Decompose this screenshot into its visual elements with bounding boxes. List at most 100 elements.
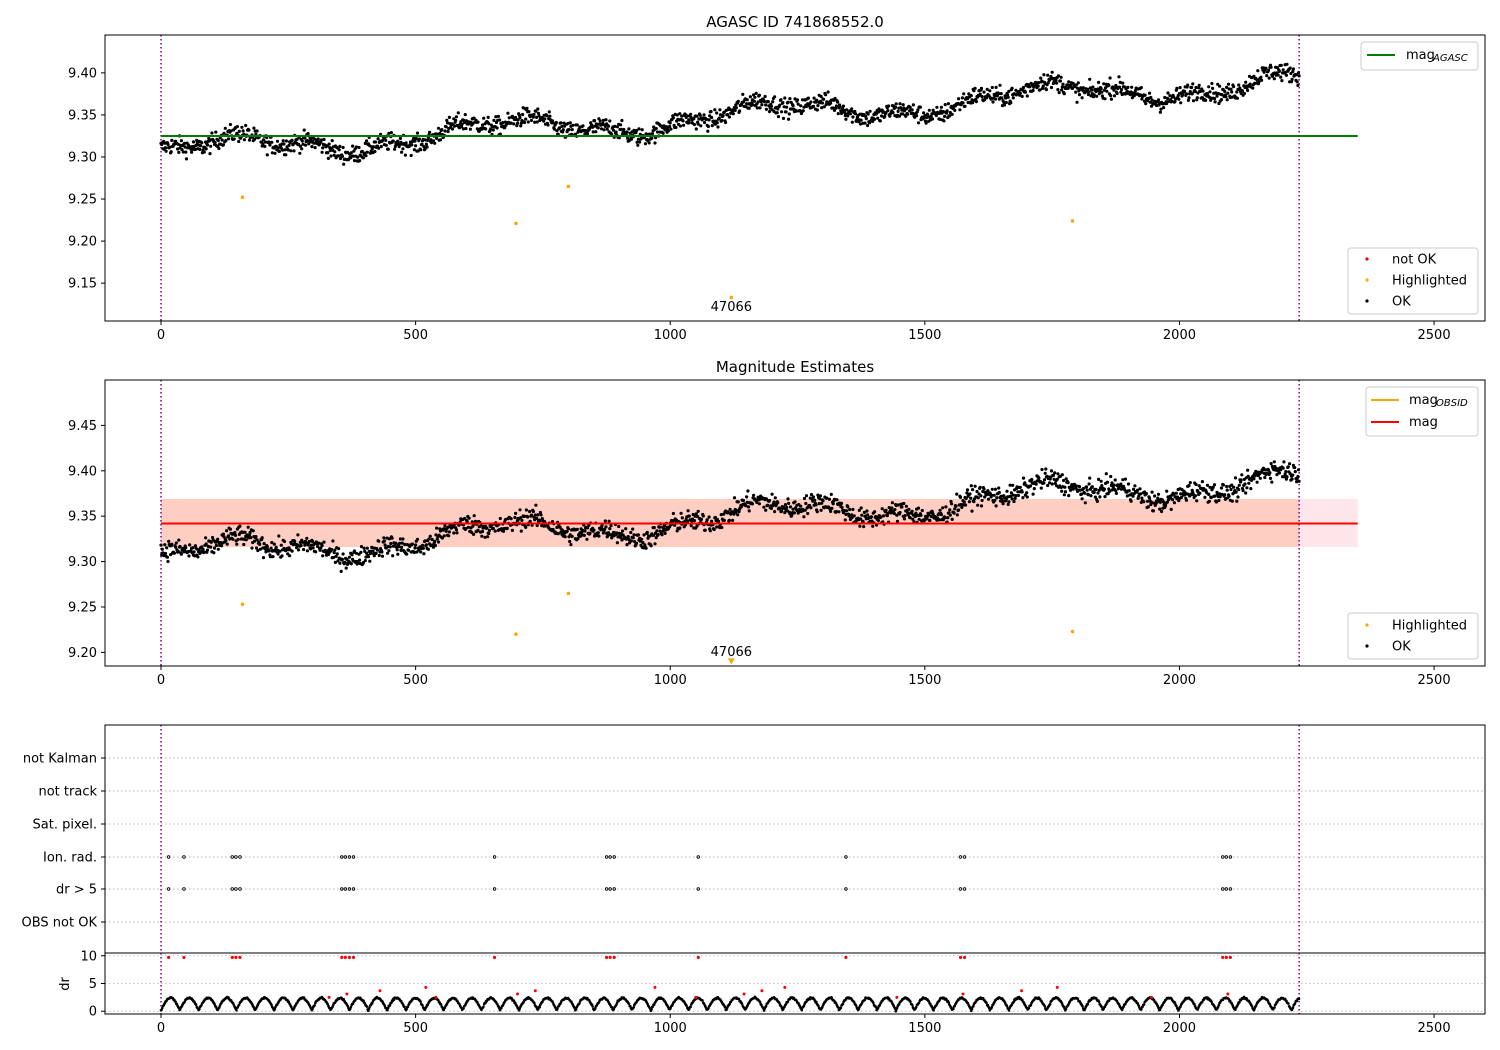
ok-point: [685, 519, 690, 524]
ok-point: [811, 104, 816, 108]
ok-point: [202, 150, 206, 154]
ok-point: [1028, 484, 1033, 488]
ok-point: [1023, 90, 1027, 94]
ok-point: [906, 513, 910, 517]
ok-point: [988, 89, 992, 93]
dr-point: [386, 1008, 389, 1012]
ok-point: [507, 116, 511, 120]
ok-point: [816, 104, 820, 108]
ok-point: [498, 118, 502, 122]
ok-point: [1123, 477, 1127, 481]
ok-point: [393, 144, 397, 149]
ok-point: [772, 500, 776, 504]
ok-point: [804, 494, 809, 498]
ok-point: [873, 117, 877, 121]
highlighted-point: [566, 591, 571, 596]
ok-point: [1225, 98, 1229, 102]
ok-point: [1163, 504, 1168, 508]
ok-point: [399, 548, 403, 553]
ok-point: [1236, 495, 1240, 499]
ok-point: [423, 539, 427, 543]
ok-point: [1208, 485, 1212, 489]
ok-point: [833, 96, 837, 101]
ok-point: [1156, 98, 1161, 102]
dr-point: [512, 999, 516, 1002]
ok-point: [679, 511, 683, 515]
ok-point: [1218, 84, 1222, 88]
ok-point: [1168, 94, 1172, 98]
ok-point: [1005, 489, 1009, 493]
highlighted-points: [240, 591, 1075, 637]
ok-point: [786, 100, 790, 104]
ok-point: [652, 125, 656, 129]
ok-point: [1279, 63, 1283, 67]
ok-point: [997, 486, 1001, 490]
ok-point: [689, 112, 693, 116]
ok-point: [1109, 94, 1113, 98]
ok-point: [436, 540, 441, 544]
ok-point: [764, 508, 768, 512]
ok-point: [216, 547, 220, 551]
ok-point: [1004, 96, 1008, 100]
ok-point: [655, 130, 660, 134]
ok-point: [1225, 488, 1229, 492]
ok-point: [1249, 478, 1253, 482]
ok-point: [487, 528, 492, 533]
dr-point: [386, 1006, 390, 1010]
ok-point: [1056, 74, 1061, 78]
ok-point: [244, 123, 248, 128]
ok-point: [669, 127, 673, 131]
dr-point: [952, 1007, 955, 1010]
ok-point: [1126, 482, 1131, 486]
ok-point: [822, 105, 826, 109]
ok-point: [1257, 80, 1261, 84]
ok-point: [1246, 88, 1250, 93]
ok-point: [738, 109, 742, 113]
ok-point: [629, 539, 634, 543]
ok-point: [720, 525, 724, 530]
ok-point: [354, 551, 358, 555]
ok-point: [660, 533, 664, 537]
ok-point: [930, 117, 935, 121]
ok-point: [522, 120, 527, 125]
ok-point: [183, 141, 187, 145]
ok-point: [192, 550, 196, 554]
ok-point: [898, 510, 902, 515]
flag-point: [230, 855, 235, 859]
ok-point: [1127, 489, 1131, 493]
ok-point: [412, 550, 416, 555]
dr-point: [836, 1006, 840, 1009]
ok-point: [1195, 499, 1199, 503]
ok-point: [237, 139, 241, 144]
ok-point: [1040, 467, 1044, 472]
ok-points: [159, 62, 1301, 166]
ok-point: [1006, 95, 1010, 99]
ok-point: [1214, 500, 1218, 504]
y-tick-label: 9.25: [68, 193, 97, 208]
ok-point: [758, 106, 762, 110]
ok-point: [1131, 494, 1135, 498]
flag-point: [166, 855, 171, 859]
ok-point: [894, 105, 898, 109]
ok-point: [836, 112, 840, 116]
ok-point: [773, 95, 777, 99]
ok-point: [1118, 85, 1122, 89]
ok-point: [1074, 83, 1078, 87]
ok-point: [395, 548, 399, 552]
ok-point: [1267, 468, 1271, 472]
ok-point: [261, 556, 266, 560]
ok-point: [253, 539, 257, 543]
ok-point: [787, 112, 791, 116]
ok-point: [961, 101, 965, 105]
ok-point: [750, 502, 755, 506]
ok-point: [692, 519, 697, 523]
ok-point: [863, 121, 867, 125]
ok-point: [596, 531, 600, 535]
ok-point: [1059, 75, 1063, 79]
ok-point: [333, 560, 337, 565]
ok-point: [970, 509, 974, 513]
ok-point: [943, 114, 947, 118]
ok-point: [848, 507, 852, 512]
ok-point: [531, 115, 536, 119]
ok-point: [1095, 499, 1099, 503]
